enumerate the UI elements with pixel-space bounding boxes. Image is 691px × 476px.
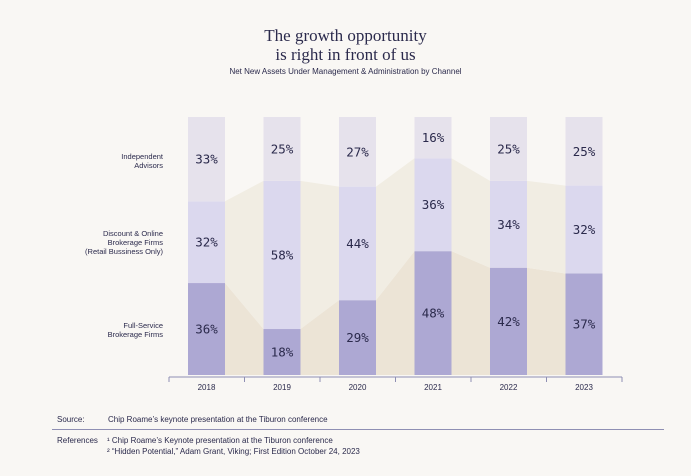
x-tick-label: 2021 bbox=[424, 383, 442, 392]
bar-segment bbox=[188, 201, 225, 284]
bar-segment bbox=[339, 186, 376, 301]
data-label: 27% bbox=[346, 144, 369, 159]
bar-segment bbox=[565, 185, 603, 274]
data-label: 16% bbox=[422, 130, 445, 145]
data-label: 36% bbox=[422, 197, 445, 212]
bar-segment bbox=[490, 180, 527, 268]
data-label: 34% bbox=[497, 217, 520, 232]
flow-band bbox=[225, 283, 264, 375]
reference-1: ¹ Chip Roame’s Keynote presentation at t… bbox=[107, 436, 333, 445]
reference-2: ² “Hidden Potential,” Adam Grant, Viking… bbox=[107, 447, 360, 456]
flow-band bbox=[451, 158, 490, 268]
flow-band bbox=[451, 251, 490, 375]
row-label-discount-online: Discount & Online Brokerage Firms (Retai… bbox=[85, 229, 163, 256]
chart-subtitle: Net New Assets Under Management & Admini… bbox=[229, 67, 462, 76]
row-label-full-service: Full-Service Brokerage Firms bbox=[107, 321, 163, 339]
data-label: 25% bbox=[573, 144, 596, 159]
bar-segment bbox=[414, 251, 452, 375]
bar-segment bbox=[414, 158, 452, 252]
x-tick-label: 2018 bbox=[198, 383, 216, 392]
source-text: Chip Roame’s keynote presentation at the… bbox=[108, 415, 328, 424]
flow-band bbox=[300, 300, 339, 375]
bar-segment bbox=[188, 117, 225, 202]
bar-segment bbox=[263, 180, 301, 330]
x-tick-label: 2020 bbox=[349, 383, 367, 392]
title-line-1: The growth opportunity bbox=[264, 26, 427, 45]
references-label: References bbox=[57, 436, 98, 445]
title-line-2: is right in front of us bbox=[275, 45, 416, 64]
data-label: 25% bbox=[497, 141, 520, 156]
x-axis: 2018 2019 2020 2021 2022 2023 bbox=[168, 376, 623, 392]
source-label: Source: bbox=[57, 415, 85, 424]
bar-segment bbox=[414, 117, 452, 159]
data-label: 18% bbox=[271, 345, 294, 360]
data-label: 36% bbox=[195, 322, 218, 337]
data-label: 42% bbox=[497, 314, 520, 329]
data-label: 25% bbox=[271, 141, 294, 156]
flow-band bbox=[376, 158, 415, 301]
bar-segment bbox=[339, 117, 376, 187]
flow-band bbox=[300, 180, 339, 330]
x-tick-label: 2022 bbox=[500, 383, 518, 392]
chart-title: The growth opportunity is right in front… bbox=[0, 26, 691, 64]
bar-segment bbox=[565, 273, 603, 375]
flow-band bbox=[527, 267, 566, 375]
bar-segment bbox=[490, 267, 527, 375]
footer-divider bbox=[52, 429, 664, 430]
data-label: 58% bbox=[271, 247, 294, 262]
flow-band bbox=[225, 180, 264, 330]
x-tick-label: 2019 bbox=[273, 383, 291, 392]
data-label: 44% bbox=[346, 236, 369, 251]
bar-segment bbox=[188, 283, 225, 375]
data-label: 37% bbox=[573, 317, 596, 332]
bar-segment bbox=[263, 329, 301, 375]
row-label-independent-advisors: Independent Advisors bbox=[121, 152, 163, 170]
x-tick-label: 2023 bbox=[575, 383, 593, 392]
bar-segment bbox=[565, 117, 603, 186]
flow-band bbox=[376, 251, 415, 375]
bar-segment bbox=[490, 117, 527, 181]
bar-segment bbox=[263, 117, 301, 181]
flow-band bbox=[527, 180, 566, 274]
data-label: 29% bbox=[346, 330, 369, 345]
data-label: 33% bbox=[195, 152, 218, 167]
flow-bands bbox=[225, 158, 566, 375]
data-label: 48% bbox=[422, 306, 445, 321]
bar-segment bbox=[339, 300, 376, 375]
data-label: 32% bbox=[195, 235, 218, 250]
data-label: 32% bbox=[573, 222, 596, 237]
bars: 36% 32% 33% 18% 58% 25% 29% 44% 27% 48% 36% 16% 42% 3… bbox=[188, 117, 603, 375]
